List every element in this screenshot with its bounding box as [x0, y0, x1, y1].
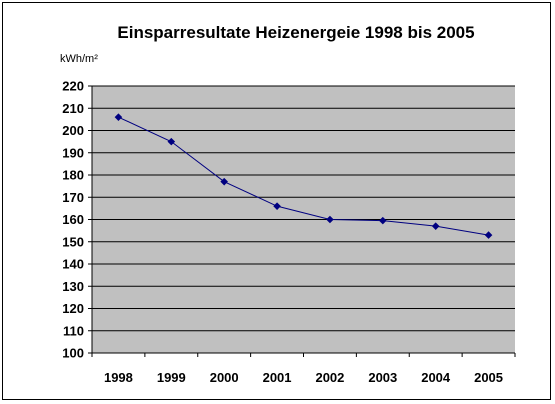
data-point: [379, 216, 387, 225]
series: [114, 113, 493, 239]
y-tick-label: 130: [62, 279, 84, 294]
series-line: [118, 116, 489, 236]
y-tick-label: 140: [62, 257, 84, 272]
data-point: [484, 231, 493, 239]
x-tick-label: 2002: [315, 370, 344, 385]
y-tick-label: 120: [62, 301, 84, 316]
gridlines: [92, 85, 515, 332]
y-tick-label: 210: [62, 101, 84, 116]
x-tick-label: 1999: [157, 370, 186, 385]
y-tick-label: 180: [62, 168, 84, 183]
y-tick-label: 170: [62, 190, 84, 205]
x-tick-label: 2001: [263, 370, 292, 385]
x-tick-label: 2003: [368, 370, 397, 385]
y-axis-unit-label: kWh/m²: [60, 53, 98, 65]
y-axis: 100 110 120 130 140 150 160 170 180 190 200 210 220: [62, 79, 92, 361]
x-tick-label: 2000: [210, 370, 239, 385]
y-tick-label: 220: [62, 79, 84, 94]
x-tick-label: 2004: [421, 370, 451, 385]
data-point: [114, 113, 123, 121]
data-point: [167, 137, 176, 146]
chart-title: Einsparresultate Heizenergeie 1998 bis 2…: [117, 23, 474, 42]
data-point: [326, 215, 334, 224]
y-tick-label: 190: [62, 145, 84, 160]
x-tick-label: 1998: [104, 370, 133, 385]
y-tick-label: 100: [62, 346, 84, 361]
y-tick-label: 110: [63, 323, 84, 338]
x-axis: 1998 1999 2000 2001 2002 2003 2004 2005: [91, 353, 516, 385]
data-point: [220, 177, 228, 186]
data-point: [431, 222, 440, 230]
y-tick-label: 150: [62, 234, 84, 249]
x-tick-label: 2005: [474, 370, 503, 385]
y-tick-label: 200: [62, 123, 84, 138]
data-point: [273, 202, 281, 210]
y-tick-label: 160: [62, 212, 84, 227]
